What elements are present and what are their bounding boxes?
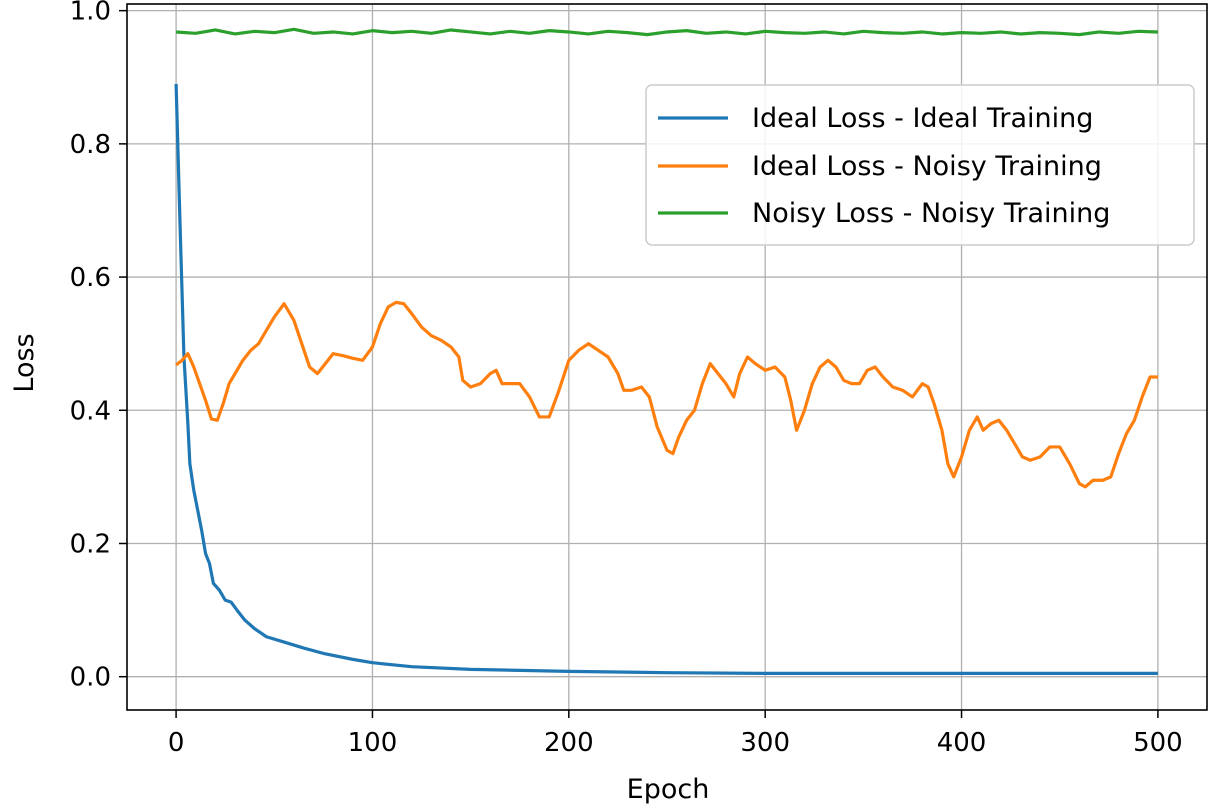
y-tick-label: 0.6 <box>70 263 111 293</box>
legend-label-ideal-ideal: Ideal Loss - Ideal Training <box>752 103 1093 134</box>
plot-frame <box>126 3 1208 711</box>
x-tick-label: 0 <box>168 728 185 758</box>
axis-ticks: 0 100 200 300 400 500 0.0 0.2 0.4 0.6 0.8 1.0 <box>70 0 1183 758</box>
legend-label-ideal-noisy: Ideal Loss - Noisy Training <box>752 151 1102 182</box>
x-axis-label: Epoch <box>627 774 710 805</box>
series-line-ideal-ideal <box>174 83 1158 675</box>
y-tick-label: 0.2 <box>70 529 111 559</box>
legend-box <box>645 84 1195 246</box>
x-tick-label: 300 <box>740 728 790 758</box>
x-tick-label: 400 <box>937 728 987 758</box>
series-line-noisy-noisy <box>175 27 1158 37</box>
y-tick-label: 1.0 <box>70 0 111 27</box>
x-tick-label: 100 <box>348 728 398 758</box>
legend-label-noisy-noisy: Noisy Loss - Noisy Training <box>752 198 1110 229</box>
y-tick-label: 0.4 <box>70 396 111 426</box>
series-line-ideal-noisy <box>175 300 1158 489</box>
x-tick-label: 200 <box>544 728 594 758</box>
y-tick-label: 0.0 <box>70 663 111 693</box>
y-axis-label: Loss <box>9 333 40 392</box>
x-tick-label: 500 <box>1133 728 1183 758</box>
y-tick-label: 0.8 <box>70 130 111 160</box>
series-lines <box>174 27 1158 675</box>
legend: Ideal Loss - Ideal Training Ideal Loss -… <box>645 84 1195 246</box>
